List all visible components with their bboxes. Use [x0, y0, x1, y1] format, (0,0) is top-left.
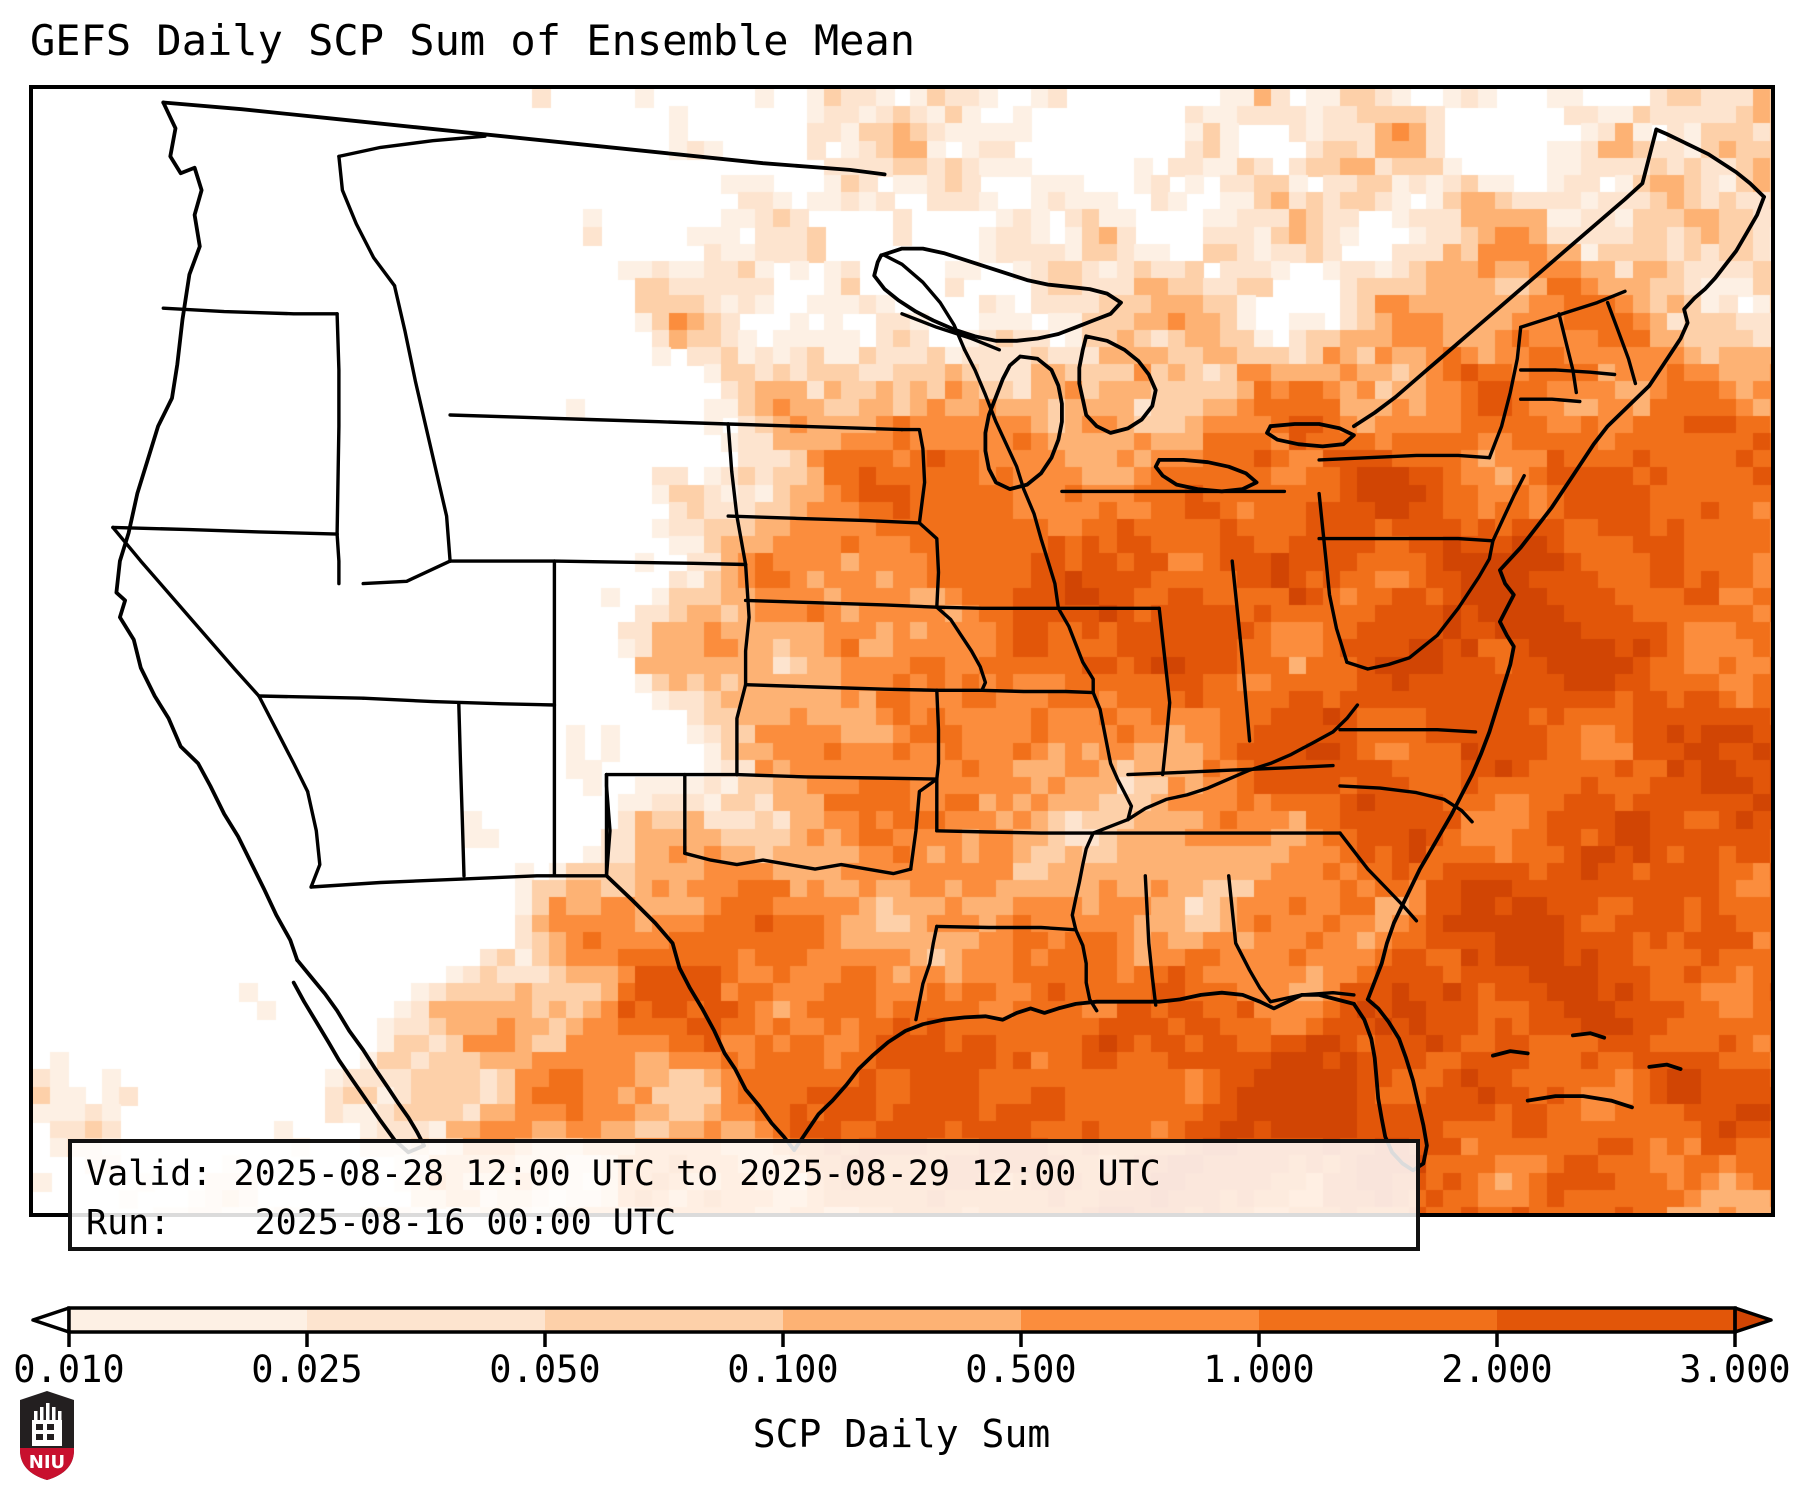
colorbar-tick-label: 0.010	[13, 1348, 125, 1391]
colorbar-tick-labels: 0.010 0.025 0.050 0.100 0.500 1.000 2.000 3.000	[0, 1348, 1803, 1404]
niu-logo-text: NIU	[29, 1452, 65, 1473]
colorbar-tick-label: 0.500	[965, 1348, 1077, 1391]
colorbar-tick-label: 2.000	[1441, 1348, 1553, 1391]
page-title: GEFS Daily SCP Sum of Ensemble Mean	[30, 16, 916, 65]
colorbar[interactable]	[29, 1302, 1775, 1354]
colorbar-tick-label: 3.000	[1679, 1348, 1791, 1391]
run-time-line: Run: 2025-08-16 00:00 UTC	[86, 1203, 677, 1243]
valid-time-line: Valid: 2025-08-28 12:00 UTC to 2025-08-2…	[86, 1154, 1161, 1194]
colorbar-tick-label: 0.025	[251, 1348, 363, 1391]
colorbar-axis-label: SCP Daily Sum	[752, 1412, 1051, 1456]
scp-heatmap-field	[33, 89, 1771, 1213]
colorbar-tick-label: 1.000	[1203, 1348, 1315, 1391]
colorbar-svg	[31, 1306, 1773, 1347]
map-panel	[29, 85, 1775, 1217]
colorbar-tick-label: 0.050	[489, 1348, 601, 1391]
valid-run-infobox: Valid: 2025-08-28 12:00 UTC to 2025-08-2…	[68, 1139, 1420, 1251]
colorbar-tick-label: 0.100	[727, 1348, 839, 1391]
niu-logo: NIU	[20, 1391, 74, 1480]
